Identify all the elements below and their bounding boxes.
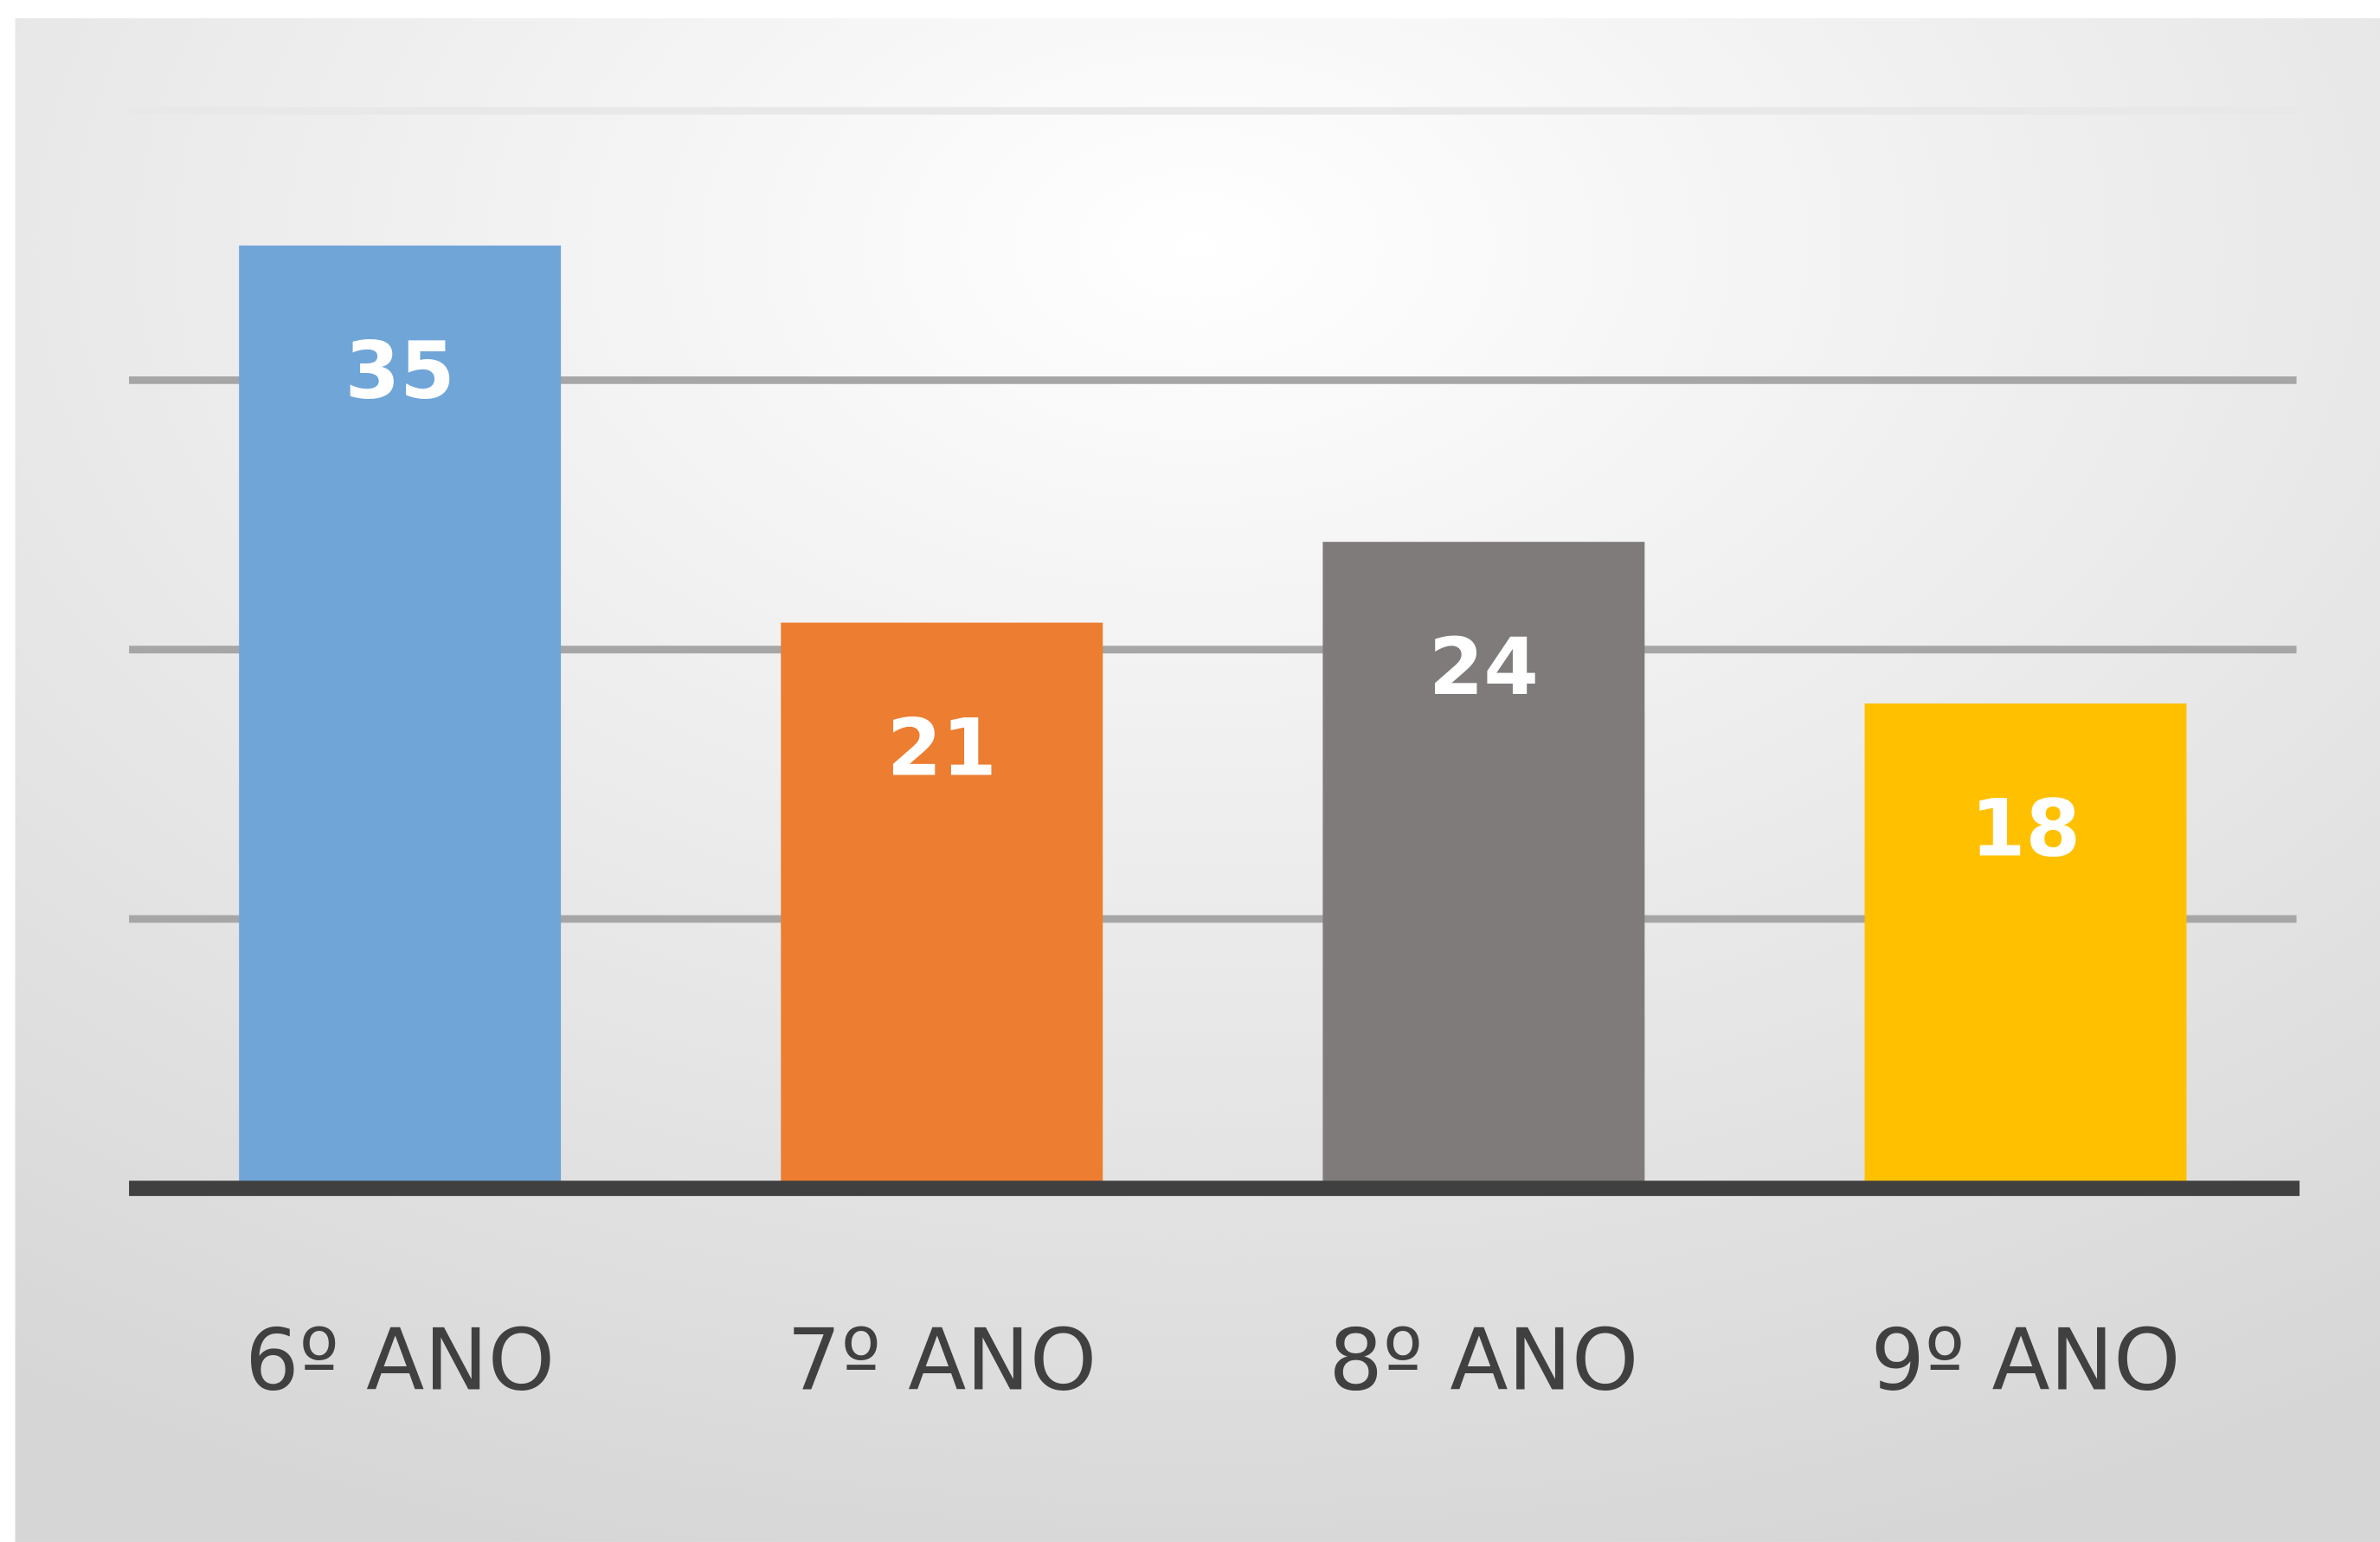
- bar: [239, 245, 562, 1189]
- value-label: 24: [1429, 620, 1539, 713]
- bar: [781, 622, 1103, 1189]
- value-label: 21: [887, 701, 997, 793]
- bar: [1322, 542, 1645, 1189]
- value-label: 35: [345, 324, 455, 416]
- x-tick-label: 9º ANO: [1871, 1311, 2181, 1410]
- x-tick-label: 8º ANO: [1328, 1311, 1638, 1410]
- x-tick-label: 7º ANO: [787, 1311, 1097, 1410]
- x-tick-label: 6º ANO: [245, 1311, 555, 1410]
- value-label: 18: [1971, 782, 2081, 875]
- bar: [1864, 703, 2187, 1189]
